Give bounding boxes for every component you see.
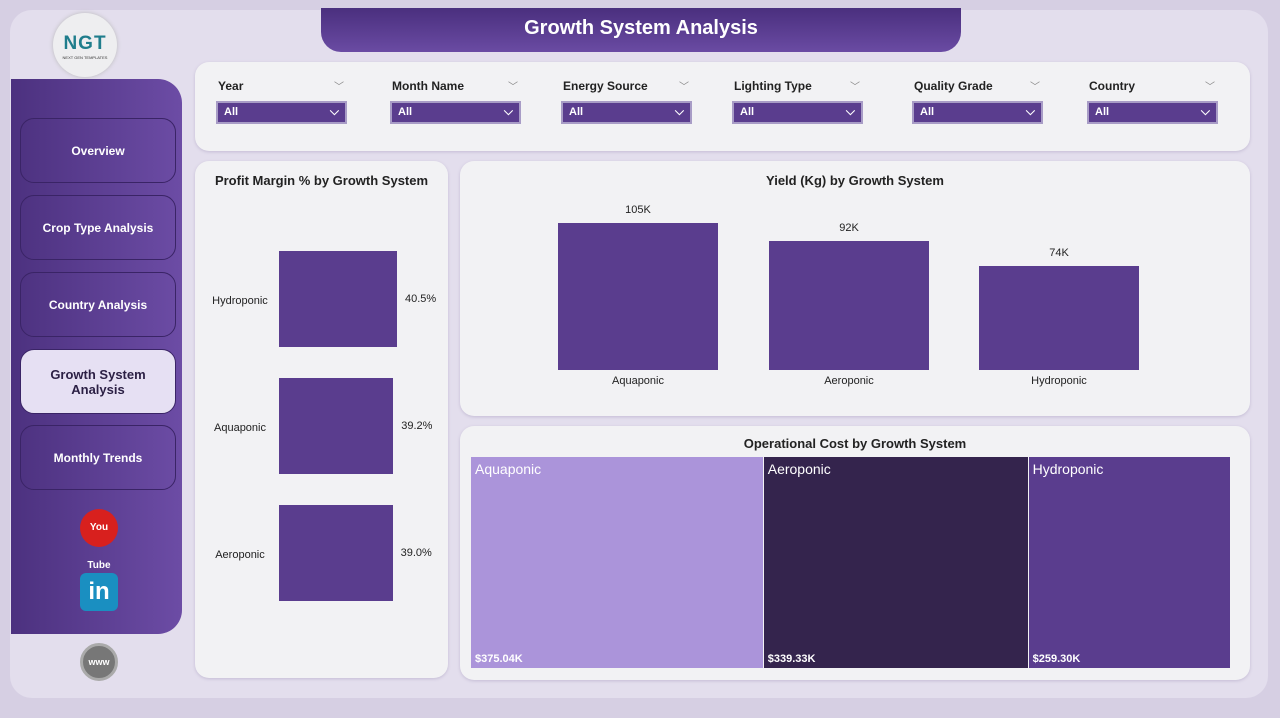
filter-label: Month Name [392,79,464,93]
nav-monthly-trends[interactable]: Monthly Trends [20,425,176,490]
category-label: Aeroponic [824,375,874,387]
chart-title: Yield (Kg) by Growth System [766,173,944,188]
nav-label: Monthly Trends [53,450,143,465]
chevron-down-icon[interactable]: ﹀ [1205,82,1215,93]
chevron-down-icon: ⌵ [674,104,684,118]
category-label: Hydroponic [212,295,268,307]
filter-value: All [740,106,755,118]
nav-country-analysis[interactable]: Country Analysis [20,272,176,337]
chevron-down-icon: ⌵ [329,104,339,118]
globe-icon[interactable]: www [80,643,118,681]
category-label: Aquaponic [612,375,664,387]
nav-label: Crop Type Analysis [42,220,154,235]
data-label: $339.33K [767,653,816,665]
page-title: Growth System Analysis [321,8,961,52]
chevron-down-icon: ⌵ [503,104,513,118]
category-label: Aeroponic [215,549,265,561]
chevron-down-icon[interactable]: ﹀ [850,82,860,93]
filter-label: Country [1089,79,1135,93]
filter-value: All [920,106,935,118]
chevron-down-icon: ⌵ [1200,104,1210,118]
treemap-aeroponic[interactable]: Aeroponic $339.33K [763,457,1028,668]
data-label: $259.30K [1032,653,1081,665]
filter-dropdown[interactable]: All ⌵ [561,101,692,124]
bar-aquaponic[interactable] [558,223,718,370]
chevron-down-icon: ⌵ [845,104,855,118]
data-label: 40.5% [405,293,437,305]
filter-label: Year [218,79,244,93]
filter-value: All [569,106,584,118]
data-label: 39.2% [401,420,433,432]
bar-aquaponic[interactable] [279,378,394,474]
nav-growth-system-analysis[interactable]: Growth System Analysis [20,349,176,414]
category-label: Hydroponic [1032,461,1104,477]
category-label: Aquaponic [214,422,266,434]
nav-label: Country Analysis [48,297,148,312]
category-label: Hydroponic [1031,375,1087,387]
linkedin-icon[interactable]: in [80,573,118,611]
data-label: 105K [625,204,651,216]
filter-dropdown[interactable]: All ⌵ [390,101,521,124]
bar-hydroponic[interactable] [979,266,1139,370]
filter-value: All [398,106,413,118]
filter-dropdown[interactable]: All ⌵ [216,101,347,124]
treemap-hydroponic[interactable]: Hydroponic $259.30K [1028,457,1230,668]
filter-label: Quality Grade [914,79,993,93]
filter-value: All [224,106,239,118]
nav-label: Growth System Analysis [50,366,146,397]
chevron-down-icon[interactable]: ﹀ [679,82,689,93]
chevron-down-icon[interactable]: ﹀ [508,82,518,93]
filter-dropdown[interactable]: All ⌵ [912,101,1043,124]
youtube-icon[interactable]: You Tube [80,509,118,571]
nav-label: Overview [71,143,125,158]
filter-label: Lighting Type [734,79,812,93]
chevron-down-icon[interactable]: ﹀ [334,82,344,93]
category-label: Aeroponic [767,461,831,477]
filter-label: Energy Source [563,79,648,93]
chevron-down-icon: ⌵ [1025,104,1035,118]
data-label: 92K [839,222,859,235]
logo: NGT NEXT GEN TEMPLATES [53,13,117,77]
filter-panel [195,62,1250,151]
nav-overview[interactable]: Overview [20,118,176,183]
chevron-down-icon[interactable]: ﹀ [1030,82,1040,93]
nav-crop-type-analysis[interactable]: Crop Type Analysis [20,195,176,260]
bar-aeroponic[interactable] [279,505,393,601]
filter-dropdown[interactable]: All ⌵ [1087,101,1218,124]
data-label: $375.04K [475,653,523,665]
category-label: Aquaponic [475,461,542,477]
filter-dropdown[interactable]: All ⌵ [732,101,863,124]
chart-title: Profit Margin % by Growth System [214,173,429,188]
bar-hydroponic[interactable] [279,251,397,347]
filter-value: All [1095,106,1110,118]
data-label: 39.0% [400,547,432,559]
treemap-aquaponic[interactable]: Aquaponic $375.04K [471,457,763,668]
chart-title: Operational Cost by Growth System [743,436,967,451]
data-label: 74K [1049,247,1069,260]
bar-aeroponic[interactable] [769,241,929,370]
